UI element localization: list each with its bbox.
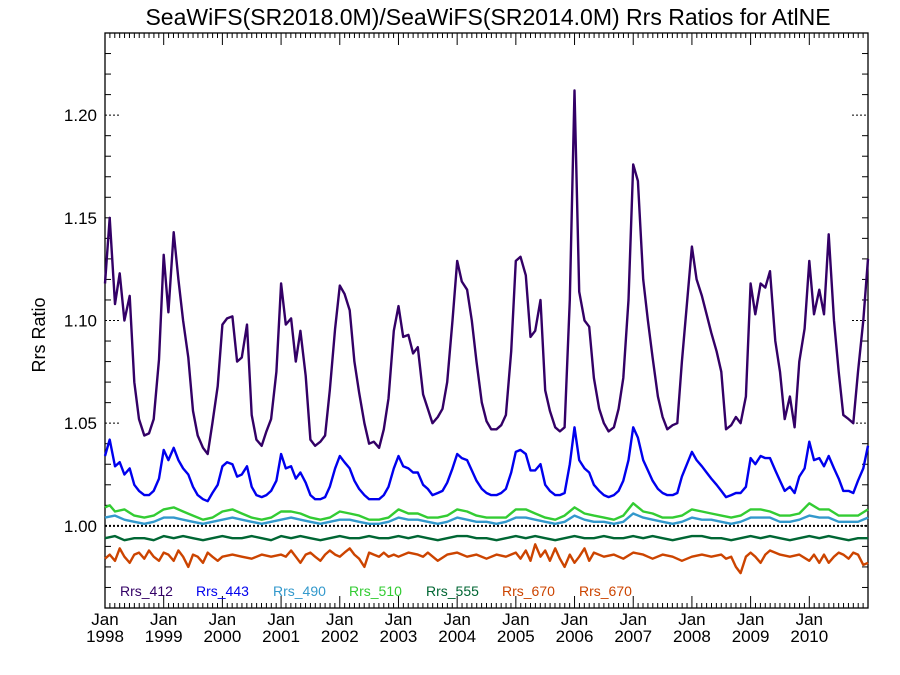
x-tick-label-year: 2010 [790, 627, 828, 646]
y-tick-label: 1.15 [64, 209, 97, 228]
x-tick-label-year: 2004 [438, 627, 476, 646]
legend-entry-rrs-490: Rrs_490 [273, 583, 326, 599]
series-line-rrs-443-1 [103, 426, 870, 503]
y-tick-label: 1.20 [64, 106, 97, 125]
x-tick-label-year: 2000 [203, 627, 241, 646]
x-tick-label-year: 2001 [262, 627, 300, 646]
x-tick-label-month: Jan [502, 610, 529, 629]
x-tick-label-month: Jan [91, 610, 118, 629]
x-tick-label-year: 2005 [497, 627, 535, 646]
series-line-rrs-490-2 [104, 512, 869, 525]
series-line-rrs-670-5 [104, 543, 869, 575]
legend-entry-rrs-510: Rrs_510 [349, 583, 402, 599]
x-tick-label-month: Jan [150, 610, 177, 629]
y-tick-label: 1.00 [64, 517, 97, 536]
x-tick-label-year: 2007 [614, 627, 652, 646]
x-tick-label-month: Jan [209, 610, 236, 629]
x-tick-label-month: Jan [620, 610, 647, 629]
x-tick-label-year: 1999 [145, 627, 183, 646]
x-tick-label-month: Jan [267, 610, 294, 629]
legend: Rrs_412 Rrs_443 Rrs_490 Rrs_510 Rrs_555 Rrs_6… [120, 583, 632, 599]
x-tick-label-year: 2006 [556, 627, 594, 646]
legend-entry-rrs-670: Rrs_670 [502, 583, 555, 599]
legend-entry-rrs-670: Rrs_670 [579, 583, 632, 599]
x-tick-label-month: Jan [678, 610, 705, 629]
x-tick-label-year: 1998 [86, 627, 124, 646]
x-tick-label-month: Jan [561, 610, 588, 629]
legend-entry-rrs-555: Rrs_555 [426, 583, 479, 599]
plot-area: 1.001.051.101.151.20Jan1998Jan1999Jan200… [64, 32, 870, 646]
chart-title: SeaWiFS(SR2018.0M)/SeaWiFS(SR2014.0M) Rr… [145, 4, 830, 30]
x-tick-label-month: Jan [796, 610, 823, 629]
series-line-rrs-510-3 [104, 502, 869, 521]
x-tick-label-year: 2003 [380, 627, 418, 646]
y-axis-label: Rrs Ratio [29, 297, 49, 372]
x-tick-label-month: Jan [737, 610, 764, 629]
legend-entry-rrs-412: Rrs_412 [120, 583, 173, 599]
x-tick-label-year: 2008 [673, 627, 711, 646]
y-tick-label: 1.10 [64, 312, 97, 331]
x-tick-label-year: 2002 [321, 627, 359, 646]
x-tick-label-month: Jan [443, 610, 470, 629]
x-tick-label-month: Jan [385, 610, 412, 629]
legend-entry-rrs-443: Rrs_443 [196, 583, 249, 599]
series-line-rrs-412-0 [103, 89, 870, 456]
series-line-rrs-555-4 [104, 534, 868, 542]
x-tick-label-year: 2009 [732, 627, 770, 646]
x-tick-label-month: Jan [326, 610, 353, 629]
y-tick-label: 1.05 [64, 414, 97, 433]
